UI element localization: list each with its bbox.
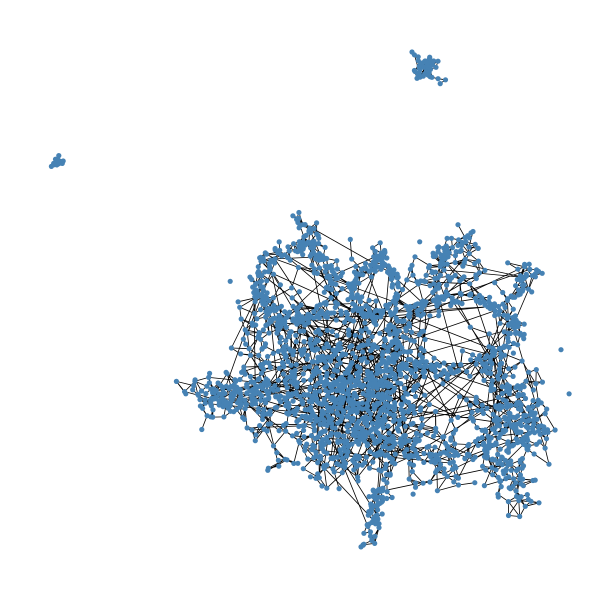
graph-edge (435, 396, 460, 457)
graph-edge (215, 373, 228, 391)
graph-edge (261, 368, 280, 374)
graph-edge (291, 267, 299, 289)
graph-edge (408, 457, 410, 480)
graph-edge (421, 403, 507, 420)
graph-edge (507, 262, 525, 268)
graph-edge (268, 368, 280, 385)
graph-edge (349, 239, 353, 260)
graph-edge (250, 337, 259, 356)
graph-edge (239, 297, 257, 308)
graph-edge (484, 467, 493, 486)
graph-edge (528, 372, 534, 391)
graph-edge (485, 316, 509, 453)
graph-edge (247, 333, 250, 349)
graph-edge (455, 262, 522, 278)
graph-edge (298, 267, 315, 270)
graph-edge (417, 283, 424, 302)
graph-edge (518, 500, 521, 517)
graph-edge (437, 277, 445, 297)
graph-edge (437, 476, 448, 491)
graph-edge (544, 413, 556, 431)
graph-edge (466, 399, 472, 418)
graph-edge (488, 333, 501, 349)
graph-edge (420, 322, 519, 411)
graph-edge (458, 482, 475, 486)
graph-edge (221, 286, 262, 399)
graph-edge (333, 471, 340, 489)
graph-edge (510, 280, 522, 297)
graph-edge (443, 269, 524, 278)
graph-edge (446, 263, 461, 282)
graph-edge (516, 478, 521, 497)
graph-edge (535, 383, 539, 401)
graph-edge (414, 256, 430, 266)
graph-edge (544, 448, 550, 465)
graph-edge (250, 354, 266, 363)
graph-edge (247, 425, 303, 429)
graph-edge (298, 440, 376, 523)
graph-edge (231, 347, 250, 350)
graph-edge (533, 453, 550, 465)
graph-edge (412, 471, 424, 484)
graph-edge (508, 501, 521, 517)
graph-edge (300, 304, 317, 309)
graph-edge (273, 430, 287, 447)
graph-edge (437, 484, 459, 492)
graph-edge (323, 468, 328, 489)
graph-edge (337, 303, 354, 311)
graph-edge (315, 403, 320, 453)
graph-edge (459, 396, 477, 398)
graph-edge (455, 459, 474, 469)
graph-edge (274, 258, 315, 319)
